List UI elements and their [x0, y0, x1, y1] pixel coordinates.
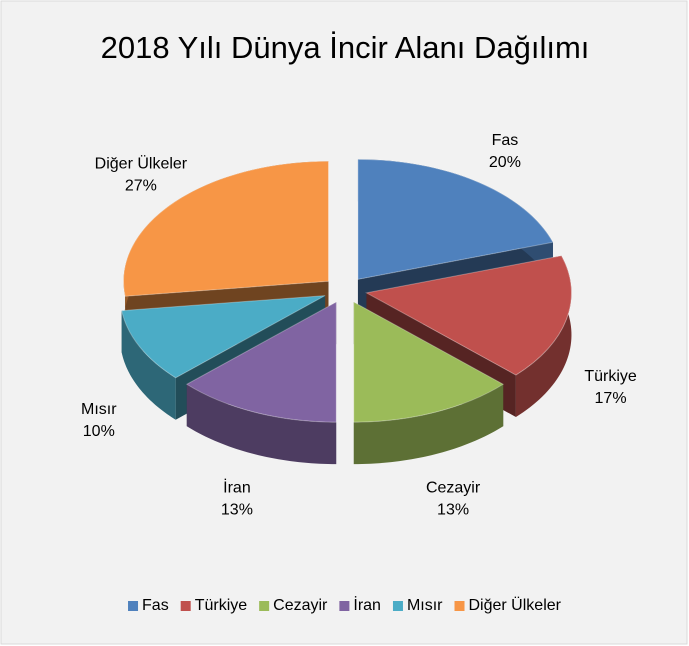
slice-top [357, 158, 554, 280]
data-label-name: Türkiye [584, 368, 637, 385]
legend-swatch [454, 601, 465, 611]
slice-edge [121, 310, 176, 420]
data-label-value: 20% [489, 154, 521, 171]
legend-label: Mısır [407, 597, 443, 614]
slice-edge [186, 384, 337, 465]
data-label-value: 27% [125, 178, 157, 195]
slice-top [121, 295, 326, 379]
slice-top [185, 301, 337, 423]
data-label-name: Diğer Ülkeler [95, 155, 188, 173]
legend-swatch [128, 601, 139, 611]
slice [353, 301, 505, 465]
data-label-value: 13% [221, 502, 253, 519]
legend-label: Diğer Ülkeler [469, 596, 562, 614]
legend-label: İran [353, 595, 381, 614]
legend-swatch [392, 601, 403, 611]
slice-edge [515, 255, 572, 418]
legend-swatch [180, 601, 191, 611]
chart-title: 2018 Yılı Dünya İncir Alanı Dağılımı [101, 30, 590, 65]
data-label-name: Cezayir [426, 480, 481, 497]
data-label-value: 13% [437, 502, 469, 519]
slice-top [365, 255, 572, 376]
legend-swatch [339, 601, 350, 611]
data-label-name: Mısır [81, 401, 117, 418]
legend-label: Fas [142, 597, 169, 614]
data-label-name: İran [223, 478, 251, 497]
legend-label: Cezayir [273, 597, 328, 614]
slice [185, 301, 337, 465]
data-label-value: 10% [83, 423, 115, 440]
slice-top [353, 301, 505, 423]
legend-swatch [259, 601, 270, 611]
slice-edge [353, 384, 504, 465]
legend-label: Türkiye [195, 597, 248, 614]
slice-top [123, 160, 329, 297]
data-label-value: 17% [595, 390, 627, 407]
data-label-name: Fas [492, 132, 519, 149]
